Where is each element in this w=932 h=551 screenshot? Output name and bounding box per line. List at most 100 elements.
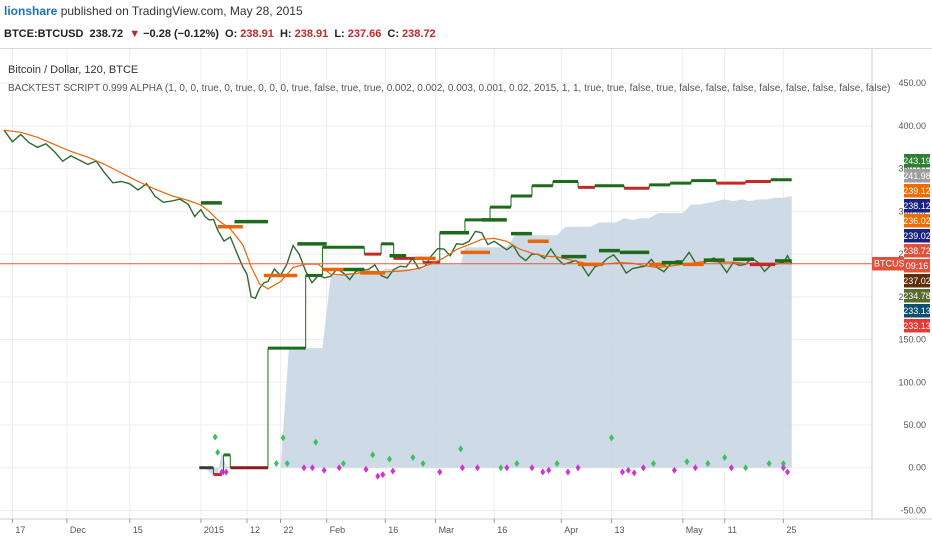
price-tag-label: 233.13 [903,306,931,316]
price-tag [904,259,930,273]
y-tick-label: 400.00 [898,121,926,131]
green-diamond-marker [284,459,290,467]
price-tag [904,244,930,258]
indicator-legend[interactable]: BACKTEST SCRIPT 0.999 ALPHA (1, 0, 0, tr… [8,83,890,94]
symbol-name[interactable]: BTCE:BTCUSD [4,28,84,40]
magenta-diamond-marker [540,468,546,476]
price-tag [904,229,930,243]
magenta-diamond-marker [671,466,677,474]
y-tick-label: 50.00 [903,420,926,430]
price-tag-label: 238.12 [903,201,931,211]
symbol-line: BTCE:BTCUSD 238.72 ▼ −0.28 (−0.12%) O: 238… [4,28,439,40]
magenta-diamond-marker [529,464,535,472]
magenta-diamond-marker [474,464,480,472]
magenta-diamond-marker [692,464,698,472]
equity-fill [199,195,792,475]
magenta-diamond-marker [336,464,342,472]
magenta-diamond-marker [565,468,571,476]
price-tag-label: 234.78 [903,291,931,301]
green-diamond-marker [420,459,426,467]
published-text: published on TradingView.com, May 28, 20… [60,4,303,18]
x-tick-label: 17 [15,525,25,535]
price-tag-label: 243.19 [903,156,931,166]
chart-area[interactable]: 450.00400.00350.00300.00250.00200.00150.… [0,48,932,551]
price-tag [904,274,930,288]
time-axis[interactable]: 17 Dec 15 2015 12 22 Feb 16 Mar 16 Apr 13 May 11 25 [11,519,796,535]
price-tag [904,199,930,213]
x-tick-label: Apr [564,525,578,535]
green-diamond-marker [554,459,560,467]
price-tag-label: 09:16 [906,261,929,271]
open-value: 238.91 [240,28,274,40]
price-tag-label: 239.12 [903,186,931,196]
green-diamond-marker [722,453,728,461]
magenta-diamond-marker [437,468,443,476]
x-tick-label: 11 [728,525,737,535]
green-diamond-marker [705,459,711,467]
green-diamond-marker [650,459,656,467]
magenta-diamond-marker [504,464,510,472]
price-tag-symbol-label: BTCUSD [874,259,912,269]
green-diamond-marker [386,455,392,463]
magenta-diamond-marker [780,464,786,472]
green-diamond-marker [743,464,749,472]
green-diamond-marker [313,438,319,446]
high-label: H: [279,28,292,40]
x-tick-label: 16 [388,525,398,535]
x-tick-label: 16 [497,525,507,535]
x-tick-label: Mar [439,525,455,535]
price-tag-label: 233.13 [903,321,931,331]
magenta-diamond-marker [301,464,307,472]
low-value: 237.66 [347,28,382,40]
magenta-diamond-marker [640,464,646,472]
x-tick-label: 25 [786,525,796,535]
magenta-diamond-marker [375,472,381,480]
magenta-diamond-marker [619,468,625,476]
chart-header: lionshare published on TradingView.com, … [0,0,932,48]
price-tags: 243.19 241.98 239.12 238.12 236.02 239.02 BTCU… [872,154,931,333]
magenta-diamond-marker [223,468,229,476]
price-tag [904,154,930,168]
green-diamond-marker [340,459,346,467]
green-diamond-marker [280,434,286,442]
price-tag [904,319,930,333]
y-tick-label: 450.00 [898,78,926,88]
magenta-diamond-marker [380,471,386,479]
green-diamond-marker [212,433,218,441]
green-diamond-marker [215,448,221,456]
x-tick-label: 2015 [204,525,224,535]
magenta-diamond-marker [390,467,396,475]
price-tag [904,214,930,228]
price-tag [904,184,930,198]
close-value: 238.72 [402,28,436,40]
x-tick-label: 15 [133,525,143,535]
green-diamond-marker [370,451,376,459]
magenta-diamond-marker [219,468,225,476]
price-tag [904,304,930,318]
magenta-diamond-marker [309,464,315,472]
price-tag [904,169,930,183]
open-label: O: [225,28,238,40]
last-price: 238.72 [89,28,124,40]
green-diamond-marker [780,459,786,467]
low-label: L: [334,28,345,40]
stop-levels [200,201,792,278]
green-diamond-marker [458,445,464,453]
green-diamond-marker [273,459,279,467]
chart-svg[interactable]: 450.00400.00350.00300.00250.00200.00150.… [0,49,932,551]
green-diamond-marker [498,464,504,472]
chart-title: Bitcoin / Dollar, 120, BTCE [8,64,138,76]
magenta-diamond-marker [459,464,465,472]
equity-area [199,178,792,477]
x-tick-label: May [686,525,704,535]
magenta-diamond-marker [363,465,369,473]
y-tick-label: 100.00 [898,377,926,387]
green-diamond-marker [684,458,690,466]
green-diamond-marker [514,459,520,467]
price-series [0,129,872,300]
price-change: −0.28 (−0.12%) [143,28,219,40]
magenta-diamond-marker [785,468,791,476]
publisher-link[interactable]: lionshare [4,4,58,18]
x-tick-label: 22 [284,525,294,535]
x-tick-label: Feb [330,525,346,535]
